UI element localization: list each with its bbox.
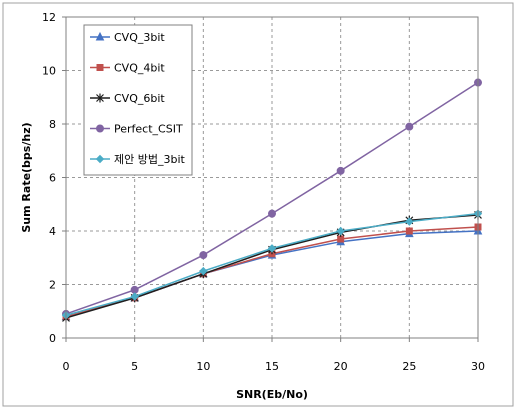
x-tick-label: 25 xyxy=(402,360,416,373)
series-3 xyxy=(62,78,482,318)
data-point xyxy=(268,209,276,218)
data-point xyxy=(130,292,139,301)
y-tick-label: 10 xyxy=(42,65,56,78)
legend-swatch-marker xyxy=(96,64,104,71)
legend-item: Perfect_CSIT xyxy=(90,123,183,136)
data-point xyxy=(405,217,414,226)
plot-area-border xyxy=(65,16,479,339)
series-layer xyxy=(61,78,483,323)
x-axis-title: SNR(Eb/No) xyxy=(236,388,308,401)
data-point xyxy=(405,122,414,131)
x-tick-label: 15 xyxy=(265,360,279,373)
x-tick-label: 0 xyxy=(63,360,70,373)
legend-swatch-marker xyxy=(95,154,105,164)
legend-swatch-marker xyxy=(95,31,105,41)
legend-swatch-marker xyxy=(96,124,104,133)
legend-swatch-marker xyxy=(96,93,104,103)
legend-item: CVQ_3bit xyxy=(90,31,165,44)
legend-label: 제안 방법_3bit xyxy=(114,153,186,166)
x-tick-label: 20 xyxy=(334,360,348,373)
x-tick-label: 30 xyxy=(471,360,485,373)
tick-labels: 0 2 4 6 8 10 12 0 5 10 15 20 25 30 xyxy=(42,11,485,373)
y-tick-label: 4 xyxy=(49,225,56,238)
y-tick-label: 12 xyxy=(42,11,56,24)
data-point xyxy=(336,166,345,175)
y-tick-label: 6 xyxy=(49,172,56,185)
x-tick-label: 10 xyxy=(196,360,210,373)
data-point xyxy=(130,285,139,294)
y-tick-label: 8 xyxy=(49,118,56,131)
legend-label: CVQ_6bit xyxy=(114,92,165,105)
legend-label: CVQ_3bit xyxy=(114,31,165,44)
y-tick-label: 0 xyxy=(49,332,56,345)
data-point xyxy=(337,235,345,243)
data-point xyxy=(199,251,208,260)
x-tick-label: 5 xyxy=(131,360,138,373)
y-tick-label: 2 xyxy=(49,279,56,292)
legend: CVQ_3bit CVQ_4bit CVQ_6bit Perfect_CSIT 제안 방… xyxy=(83,24,193,176)
data-point xyxy=(336,226,345,236)
legend-item: CVQ_4bit xyxy=(90,62,165,75)
chart-area-border xyxy=(2,2,514,407)
data-point xyxy=(405,227,413,235)
legend-label: Perfect_CSIT xyxy=(114,123,183,136)
legend-label: CVQ_4bit xyxy=(114,62,165,75)
y-axis-title: Sum Rate(bps/hz) xyxy=(20,122,33,232)
data-point xyxy=(199,266,208,276)
legend-item: CVQ_6bit xyxy=(90,92,165,105)
legend-item: 제안 방법_3bit xyxy=(90,153,186,166)
data-point xyxy=(267,244,277,253)
series-4 xyxy=(61,209,483,320)
